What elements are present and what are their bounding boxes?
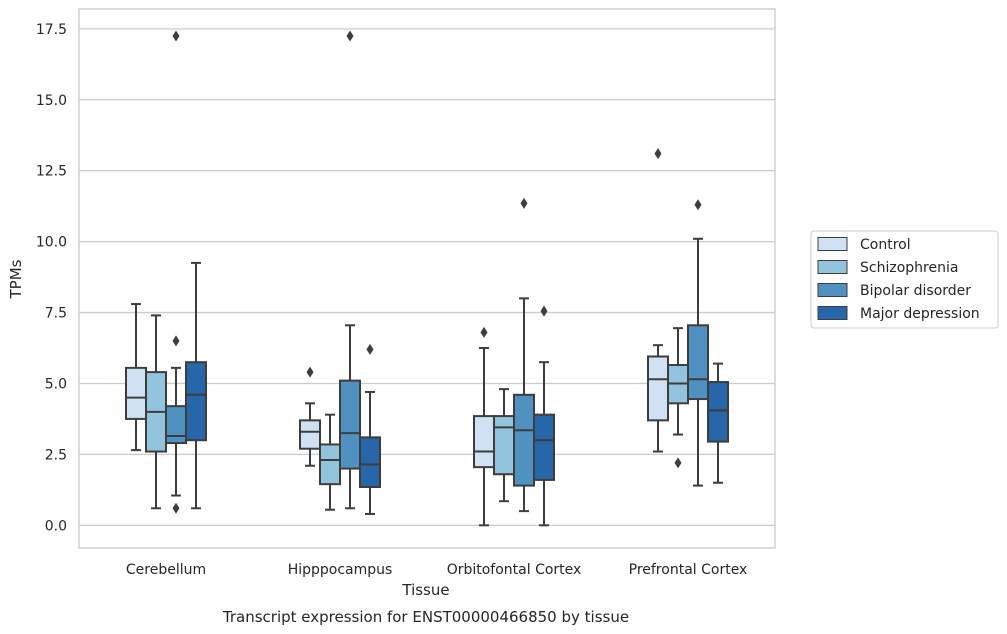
box-control	[299, 366, 321, 467]
box	[707, 381, 729, 443]
box	[319, 443, 341, 486]
legend-swatch	[817, 283, 848, 297]
outlier-point	[346, 30, 354, 42]
y-tick-label: 15.0	[36, 93, 67, 109]
x-tick-labels: Cerebellum Hipppocampus Orbitofontal Corte…	[126, 562, 747, 578]
box-major-depression	[533, 305, 555, 527]
outlier-point	[306, 366, 314, 378]
legend-label: Schizophrenia	[860, 260, 958, 276]
outlier-point	[694, 199, 702, 211]
box-bipolar-disorder	[165, 30, 187, 514]
box-bipolar-disorder	[513, 197, 535, 513]
legend-label: Bipolar disorder	[860, 283, 971, 299]
outlier-point	[480, 326, 488, 338]
x-axis-label: Tissue	[401, 581, 449, 599]
y-tick-label: 2.5	[45, 447, 67, 463]
legend-swatch	[817, 260, 848, 274]
y-tick-label: 7.5	[45, 306, 67, 322]
box-schizophrenia	[493, 388, 515, 503]
x-tick-label: Cerebellum	[126, 562, 206, 578]
box-bipolar-disorder	[687, 199, 709, 487]
x-tick-label: Hipppocampus	[288, 562, 393, 578]
box-schizophrenia	[145, 314, 167, 510]
box	[339, 379, 361, 470]
outlier-point	[172, 502, 180, 514]
box-control	[647, 148, 669, 453]
plot-frame	[78, 8, 776, 549]
y-tick-label: 0.0	[45, 518, 67, 534]
y-tick-label: 12.5	[36, 164, 67, 180]
box	[473, 415, 495, 469]
outlier-point	[172, 335, 180, 347]
box	[533, 413, 555, 481]
box	[493, 415, 515, 476]
box-plots	[125, 30, 729, 527]
outlier-point	[520, 197, 528, 209]
box-control	[125, 303, 147, 452]
box-schizophrenia	[667, 327, 689, 469]
legend-label: Major depression	[860, 306, 980, 322]
box	[185, 361, 207, 442]
legend-frame	[810, 230, 999, 329]
y-tick-labels: 0.0 2.5 5.0 7.5 10.0 12.5 15.0 17.5	[36, 22, 67, 534]
legend-swatch	[817, 237, 848, 251]
box	[687, 324, 709, 401]
box	[299, 419, 321, 450]
y-tick-label: 10.0	[36, 235, 67, 251]
box	[359, 436, 381, 489]
outlier-point	[366, 343, 374, 355]
legend-swatch	[817, 306, 848, 320]
x-tick-label: Prefrontal Cortex	[629, 562, 748, 578]
box-major-depression	[185, 261, 207, 510]
y-tick-label: 17.5	[36, 22, 67, 38]
x-tick-label: Orbitofontal Cortex	[447, 562, 582, 578]
box-major-depression	[707, 362, 729, 484]
legend-label: Control	[860, 237, 911, 253]
chart-title: Transcript expression for ENST0000046685…	[222, 608, 629, 626]
box	[513, 393, 535, 487]
outlier-point	[674, 457, 682, 469]
grid-lines	[79, 28, 775, 526]
box	[125, 366, 147, 420]
y-tick-label: 5.0	[45, 376, 67, 392]
y-axis-label: TPMs	[7, 259, 25, 299]
outlier-point	[172, 30, 180, 42]
box-major-depression	[359, 343, 381, 515]
box	[647, 355, 669, 422]
box	[165, 405, 187, 445]
box-schizophrenia	[319, 413, 341, 511]
outlier-point	[540, 305, 548, 317]
box-control	[473, 326, 495, 527]
box-bipolar-disorder	[339, 30, 361, 510]
outlier-point	[654, 148, 662, 160]
legend: Control Schizophrenia Bipolar disorder Majo…	[810, 230, 999, 329]
